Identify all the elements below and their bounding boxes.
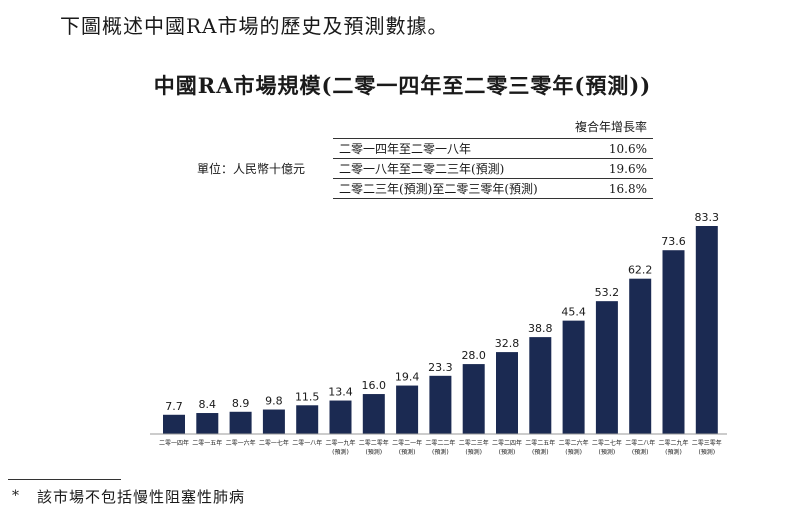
x-tick-label: (預測) xyxy=(432,448,449,456)
x-tick-label: 二零二八年 xyxy=(625,439,655,447)
bar-value-label: 8.4 xyxy=(199,398,217,411)
x-tick-label: 二零一九年 xyxy=(325,439,355,447)
x-tick-label: (預測) xyxy=(665,448,682,456)
x-tick-label: 二零二五年 xyxy=(525,439,555,447)
x-tick-label: (預測) xyxy=(365,448,382,456)
bar xyxy=(196,413,219,434)
bar-value-label: 19.4 xyxy=(395,371,420,384)
cagr-row: 二零一八年至二零二三年(預測) 19.6% xyxy=(333,158,653,179)
bar xyxy=(662,250,685,434)
bar xyxy=(429,375,452,434)
x-tick-label: 二零一五年 xyxy=(192,439,222,447)
bar xyxy=(163,414,185,434)
bar-value-label: 16.0 xyxy=(362,379,387,392)
cagr-period: 二零二三年(預測)至二零三零年(預測) xyxy=(333,178,592,199)
x-tick-label: 二零一八年 xyxy=(292,439,322,447)
bar-value-label: 32.8 xyxy=(495,337,520,350)
x-tick-label: (預測) xyxy=(465,448,482,456)
bar xyxy=(262,409,285,434)
x-tick-label: 二零二一年 xyxy=(392,439,422,447)
x-tick-label: 二零二二年 xyxy=(425,439,455,447)
bar xyxy=(695,226,718,434)
bar-value-label: 53.2 xyxy=(595,286,620,299)
cagr-row: 二零二三年(預測)至二零三零年(預測) 16.8% xyxy=(333,178,653,199)
bar-value-label: 45.4 xyxy=(561,306,586,319)
bar xyxy=(529,337,552,434)
bar-value-label: 13.4 xyxy=(328,386,353,399)
cagr-header: 複合年增長率 xyxy=(333,118,653,139)
chart-title: 中國RA市場規模(二零一四年至二零三零年(預測)) xyxy=(153,73,652,98)
footnote-text: 該市場不包括慢性阻塞性肺病 xyxy=(37,488,246,506)
x-tick-label: 二零一六年 xyxy=(226,439,256,447)
cagr-row: 二零一四年至二零一八年 10.6% xyxy=(333,138,653,159)
x-tick-label: 二零二七年 xyxy=(592,439,622,447)
x-tick-label: (預測) xyxy=(332,448,349,456)
cagr-period: 二零一四年至二零一八年 xyxy=(333,138,592,159)
bar xyxy=(496,352,518,434)
bar-value-label: 23.3 xyxy=(428,361,453,374)
x-tick-label: (預測) xyxy=(399,448,416,456)
x-tick-label: 二零一四年 xyxy=(159,439,189,447)
cagr-value: 10.6% xyxy=(591,138,653,159)
intro-text: 下圖概述中國RA市場的歷史及預測數據。 xyxy=(60,14,449,38)
bar-value-label: 38.8 xyxy=(528,322,553,335)
x-tick-label: 二零二零年 xyxy=(359,439,389,447)
bar-value-label: 7.7 xyxy=(165,400,183,413)
bar xyxy=(329,400,352,434)
bar xyxy=(595,301,618,434)
bar xyxy=(462,364,485,434)
x-tick-label: (預測) xyxy=(499,448,516,456)
bar xyxy=(629,278,652,434)
bar xyxy=(296,405,319,434)
x-tick-label: (預測) xyxy=(565,448,582,456)
x-tick-label: (預測) xyxy=(599,448,616,456)
bar-value-label: 28.0 xyxy=(461,349,486,362)
bar-value-label: 83.3 xyxy=(695,211,720,224)
unit-label: 單位：人民幣十億元 xyxy=(197,162,306,176)
cagr-period: 二零一八年至二零二三年(預測) xyxy=(333,158,592,179)
bar xyxy=(229,411,252,434)
x-tick-label: 二零二四年 xyxy=(492,439,522,447)
cagr-value: 16.8% xyxy=(591,178,653,199)
bar xyxy=(396,385,419,434)
x-tick-label: 二零二六年 xyxy=(559,439,589,447)
x-tick-label: (預測) xyxy=(532,448,549,456)
bar-value-label: 11.5 xyxy=(295,390,320,403)
bar-value-label: 62.2 xyxy=(628,264,653,277)
x-tick-label: 二零三零年 xyxy=(692,439,722,447)
bar-value-label: 9.8 xyxy=(265,395,283,408)
bar-value-label: 8.9 xyxy=(232,397,250,410)
x-tick-label: (預測) xyxy=(698,448,715,456)
cagr-value: 19.6% xyxy=(591,158,653,179)
x-tick-label: (預測) xyxy=(632,448,649,456)
x-tick-label: 二零二三年 xyxy=(459,439,489,447)
bar xyxy=(562,320,585,434)
x-tick-label: 二零二九年 xyxy=(658,439,688,447)
footnote-divider xyxy=(8,479,121,480)
x-tick-label: 二零一七年 xyxy=(259,439,289,447)
cagr-header-row: 複合年增長率 xyxy=(333,118,653,139)
footnote-mark: * xyxy=(12,488,19,504)
cagr-table: 複合年增長率 二零一四年至二零一八年 10.6% 二零一八年至二零二三年(預測)… xyxy=(333,118,653,199)
bar xyxy=(362,394,385,434)
bar-value-label: 73.6 xyxy=(661,235,686,248)
